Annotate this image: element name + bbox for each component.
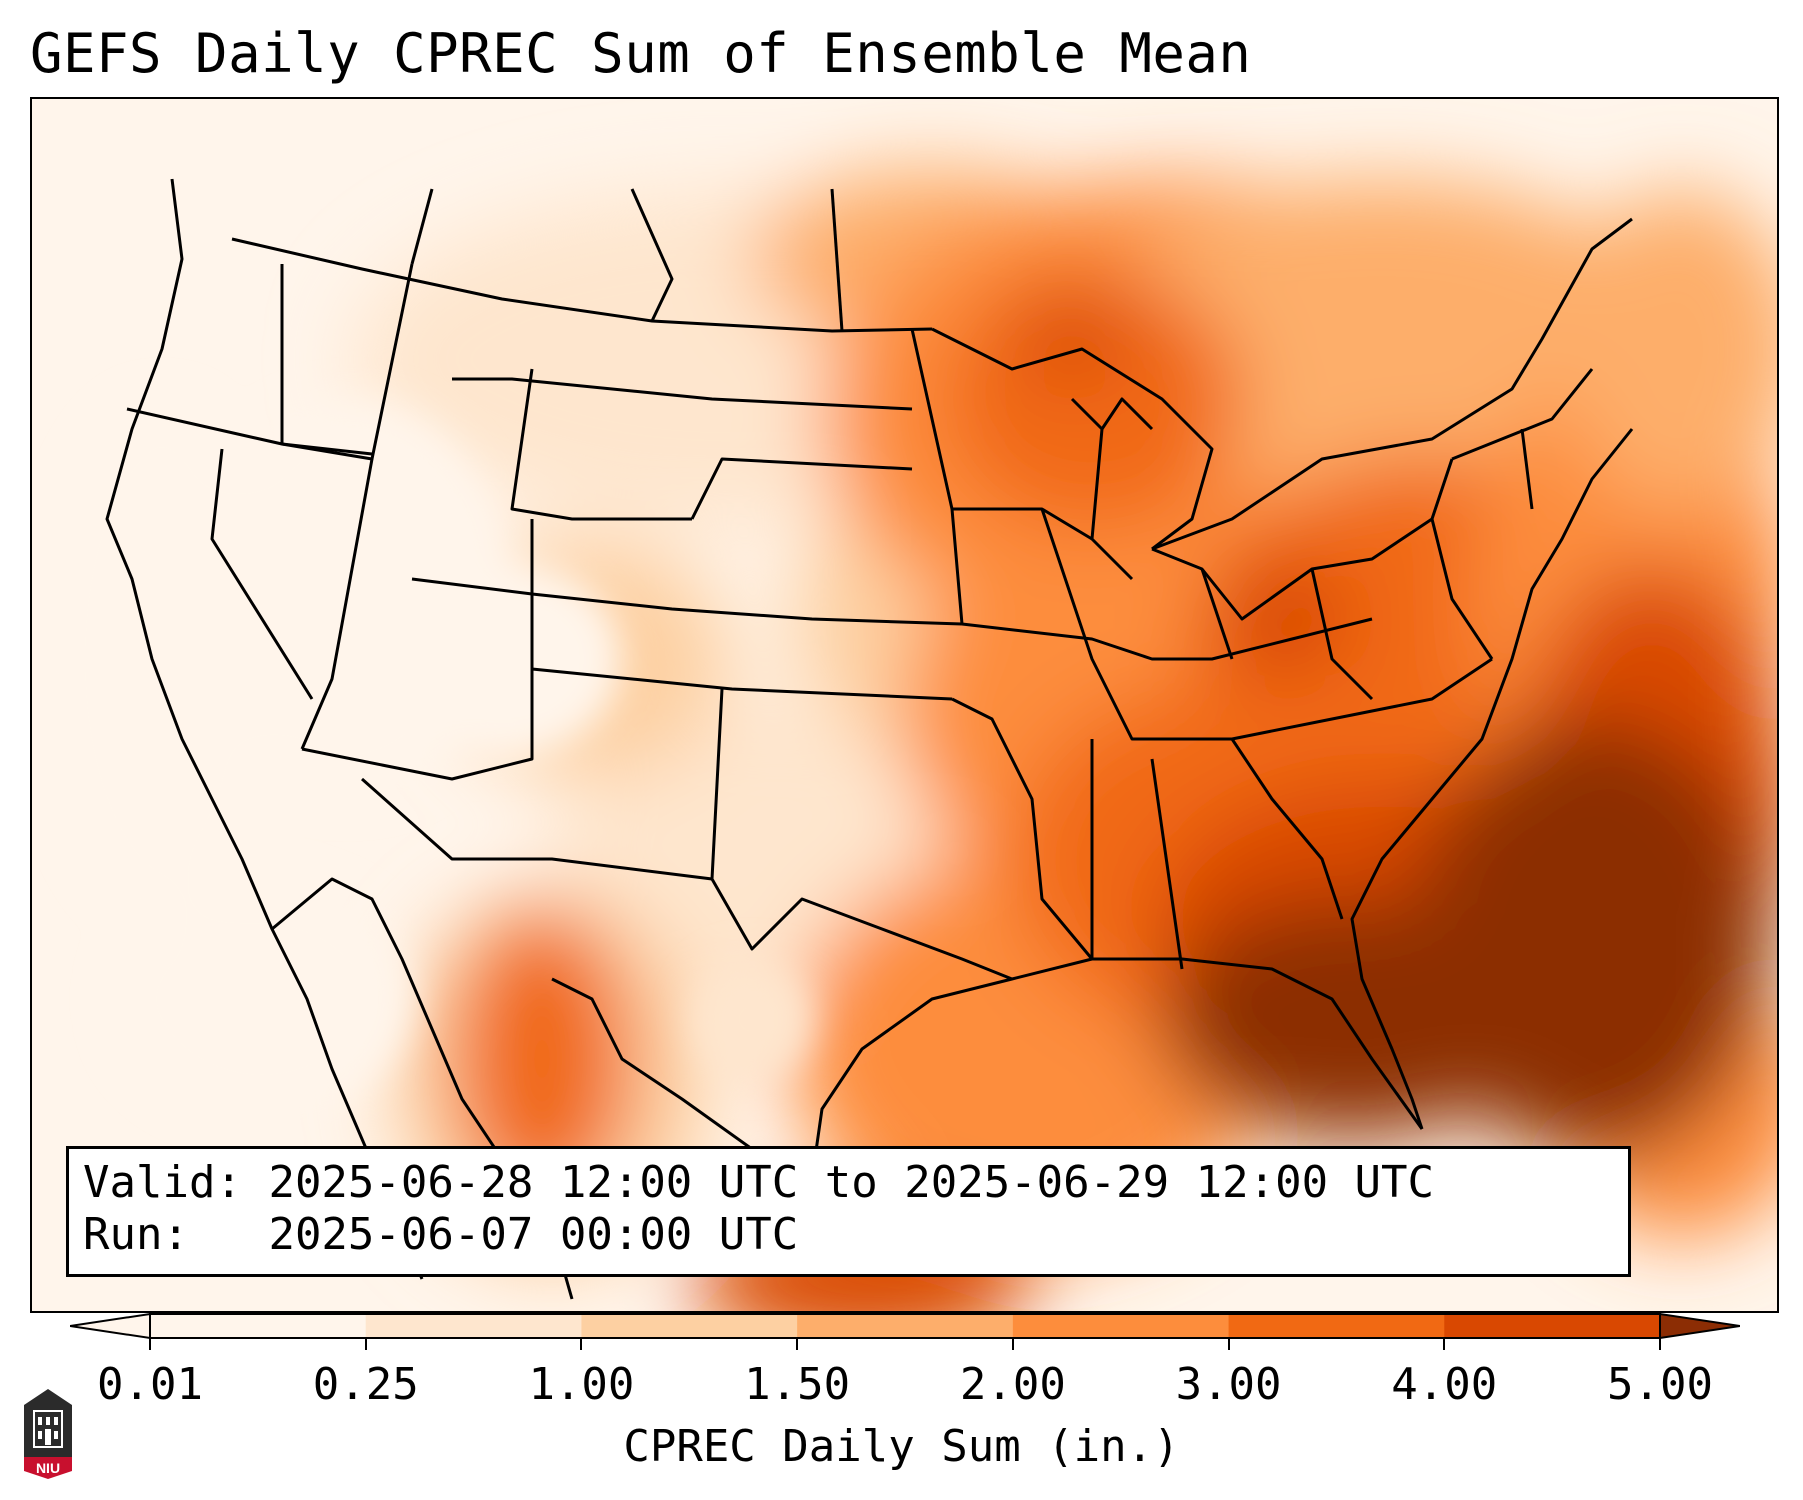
colorbar-tick <box>149 1338 151 1350</box>
run-value: 2025-06-07 00:00 UTC <box>268 1209 799 1260</box>
colorbar-segment <box>365 1314 582 1338</box>
colorbar-min-extend <box>70 1312 151 1340</box>
colorbar-tick-label: 0.01 <box>97 1359 203 1410</box>
colorbar-label: CPREC Daily Sum (in.) <box>623 1421 1180 1472</box>
valid-row: Valid: 2025-06-28 12:00 UTC to 2025-06-2… <box>83 1157 1614 1209</box>
colorbar-tick-label: 0.25 <box>312 1359 419 1410</box>
colorbar <box>70 1312 1740 1340</box>
colorbar-segment <box>150 1314 367 1338</box>
colorbar-tick <box>1227 1338 1230 1350</box>
colorbar-tick <box>364 1338 367 1350</box>
run-label: Run: <box>83 1209 189 1260</box>
niu-logo-icon: NIU <box>20 1385 76 1479</box>
colorbar-segment <box>1012 1314 1230 1338</box>
precipitation-map <box>30 97 1779 1313</box>
colorbar-tick-label: 1.00 <box>528 1359 635 1410</box>
colorbar-tick <box>1659 1338 1661 1350</box>
valid-value: 2025-06-28 12:00 UTC to 2025-06-29 12:00… <box>268 1157 1435 1208</box>
colorbar-tick-label: 5.00 <box>1607 1359 1713 1410</box>
colorbar-tick <box>580 1338 583 1350</box>
svg-text:NIU: NIU <box>36 1460 60 1476</box>
colorbar-tick-label: 3.00 <box>1175 1359 1282 1410</box>
state-borders <box>105 178 1634 1300</box>
colorbar-segment <box>581 1314 798 1338</box>
valid-run-info-box: Valid: 2025-06-28 12:00 UTC to 2025-06-2… <box>66 1146 1631 1277</box>
map-canvas <box>32 99 1777 1311</box>
run-row: Run: 2025-06-07 00:00 UTC <box>83 1209 1614 1261</box>
colorbar-tick <box>1011 1338 1014 1350</box>
colorbar-segment <box>1228 1314 1445 1338</box>
colorbar-segment <box>1444 1314 1661 1338</box>
colorbar-tick <box>1443 1338 1446 1350</box>
colorbar-tick-label: 2.00 <box>959 1359 1066 1410</box>
colorbar-segment <box>797 1314 1014 1338</box>
colorbar-max-extend <box>1659 1312 1740 1340</box>
map-title: GEFS Daily CPREC Sum of Ensemble Mean <box>30 22 1252 85</box>
colorbar-tick-label: 1.50 <box>744 1359 851 1410</box>
colorbar-tick-label: 4.00 <box>1391 1359 1498 1410</box>
colorbar-segments <box>149 1313 1661 1339</box>
colorbar-tick <box>796 1338 799 1350</box>
valid-label: Valid: <box>83 1157 242 1208</box>
